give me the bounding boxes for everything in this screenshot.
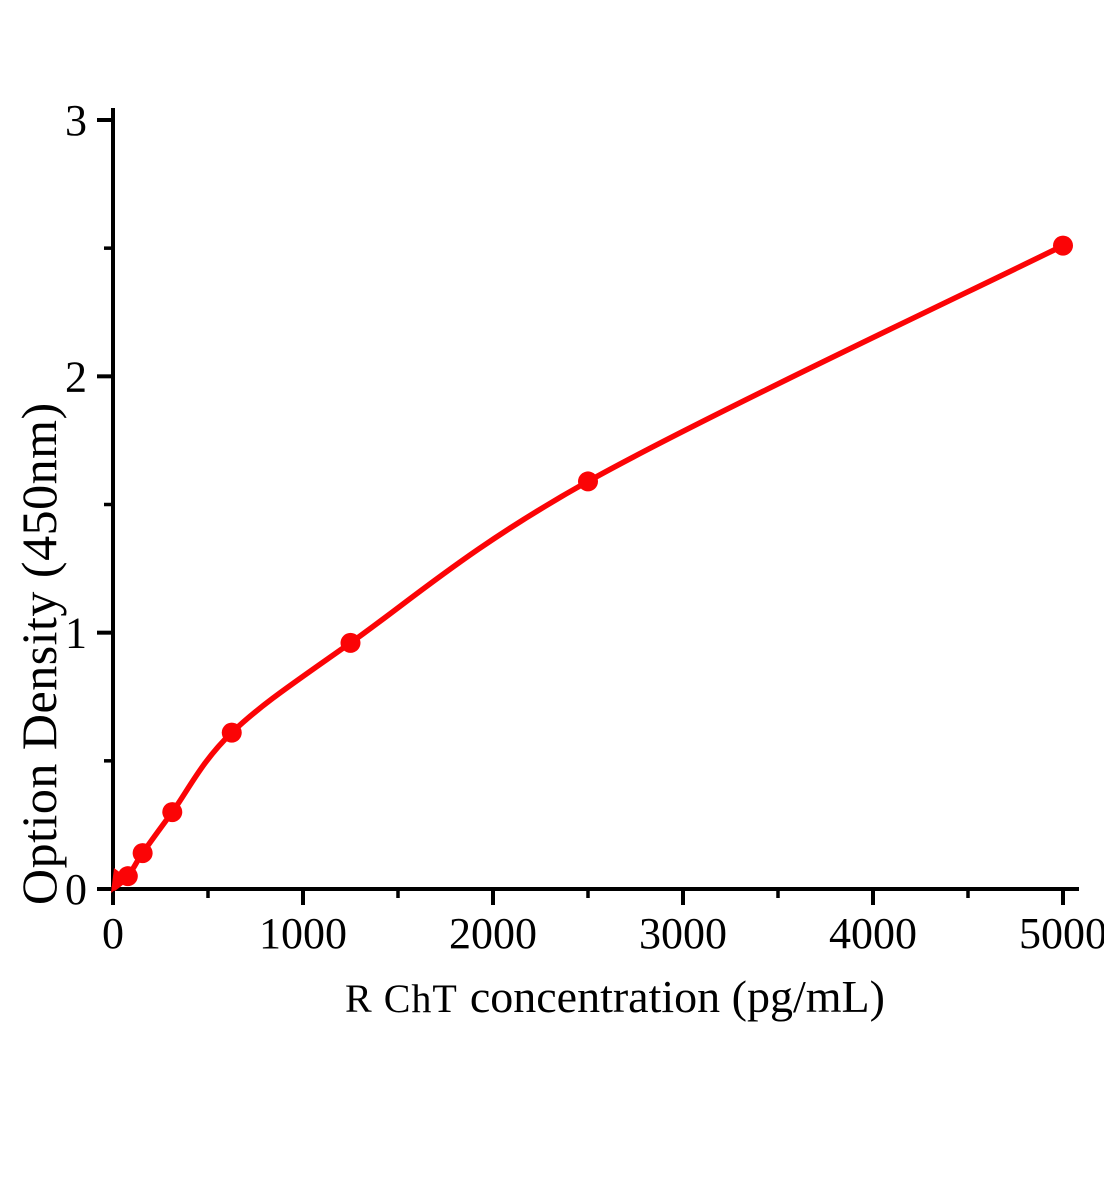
data-point xyxy=(117,866,138,887)
x-tick-label: 1000 xyxy=(259,909,347,958)
y-tick-label: 0 xyxy=(65,865,87,914)
x-tick-label: 5000 xyxy=(1019,909,1104,958)
x-axis-title: R ChT concentration (pg/mL) xyxy=(140,970,1090,1023)
standard-curve-line xyxy=(111,243,1065,892)
y-tick-label: 2 xyxy=(65,352,87,401)
x-axis-title-rest: concentration (pg/mL) xyxy=(469,971,885,1022)
y-axis-title-text: Option Density (450nm) xyxy=(11,402,67,905)
x-tick-label: 4000 xyxy=(829,909,917,958)
y-axis-title: Option Density (450nm) xyxy=(10,402,68,905)
x-tick-label: 2000 xyxy=(449,909,537,958)
y-tick-label: 3 xyxy=(65,96,87,145)
x-tick-label: 0 xyxy=(102,909,124,958)
data-point xyxy=(340,632,361,653)
y-tick-label: 1 xyxy=(65,609,87,658)
x-axis-title-prefix: R ChT xyxy=(345,976,458,1021)
data-point xyxy=(221,722,242,743)
data-point xyxy=(132,843,153,864)
x-tick-label: 3000 xyxy=(639,909,727,958)
data-point xyxy=(1053,235,1073,256)
data-point xyxy=(578,471,598,492)
data-point xyxy=(162,802,183,823)
